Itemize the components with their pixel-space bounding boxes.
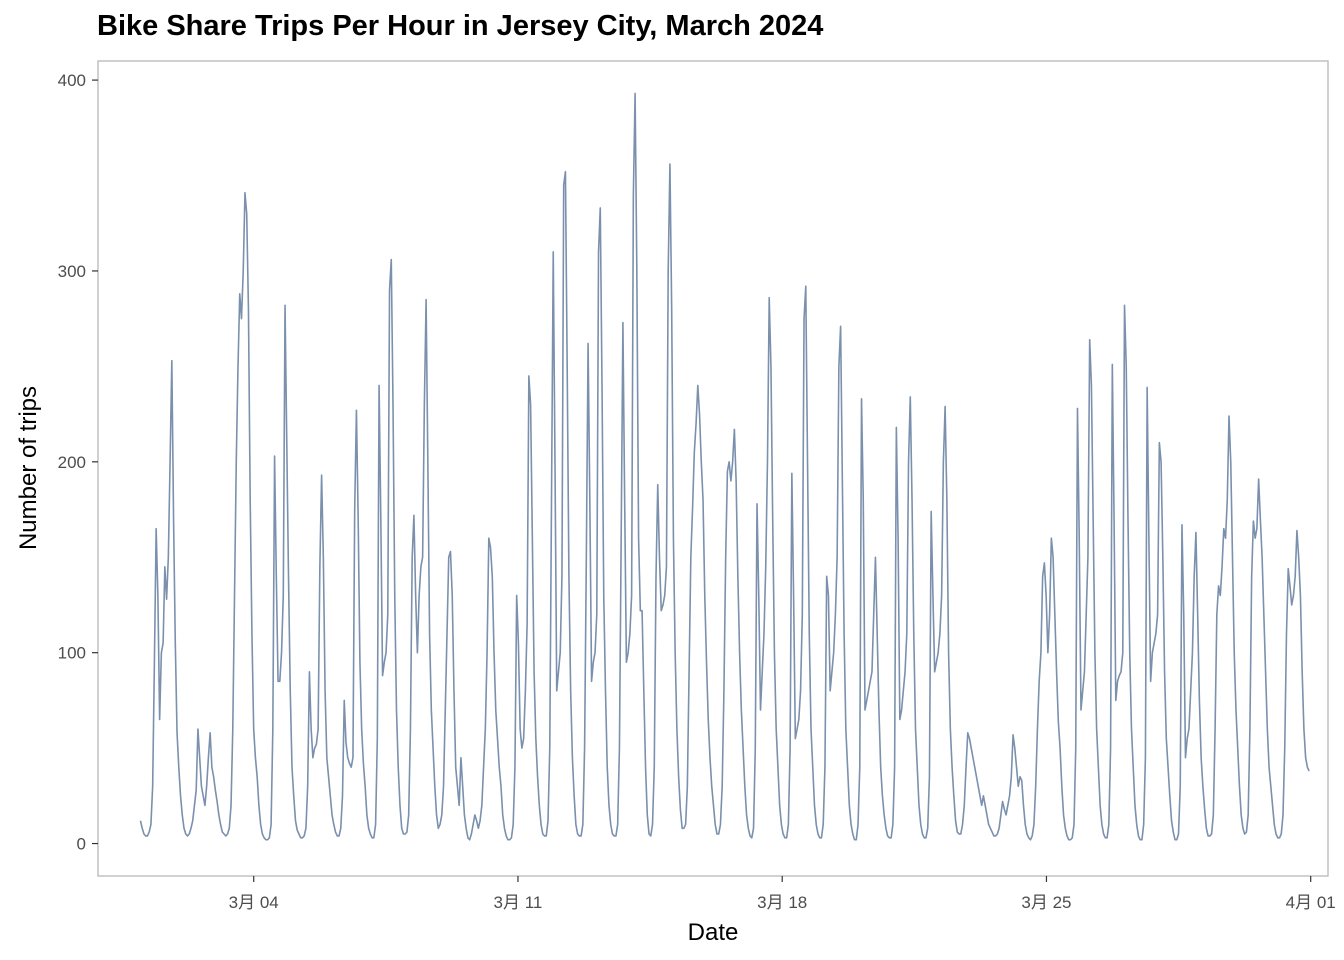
x-tick-label: 3月 18 (757, 893, 807, 912)
series-line (139, 92, 1310, 841)
y-axis-title: Number of trips (15, 386, 42, 550)
y-axis: 0 100 200 300 400 (58, 71, 98, 854)
x-axis-title: Date (688, 919, 739, 946)
x-axis: 3月 04 3月 11 3月 18 3月 25 4月 01 (229, 876, 1336, 912)
chart-title: Bike Share Trips Per Hour in Jersey City… (97, 10, 824, 42)
panel-border (97, 60, 1329, 877)
y-tick-label: 200 (58, 453, 86, 472)
x-tick-label: 3月 25 (1021, 893, 1071, 912)
y-tick-label: 0 (77, 835, 86, 854)
x-tick-label: 3月 04 (229, 893, 279, 912)
x-tick-label: 4月 01 (1286, 893, 1336, 912)
x-tick-label: 3月 11 (494, 893, 543, 912)
y-tick-label: 100 (58, 644, 86, 663)
y-tick-label: 400 (58, 71, 86, 90)
y-tick-label: 300 (58, 262, 86, 281)
